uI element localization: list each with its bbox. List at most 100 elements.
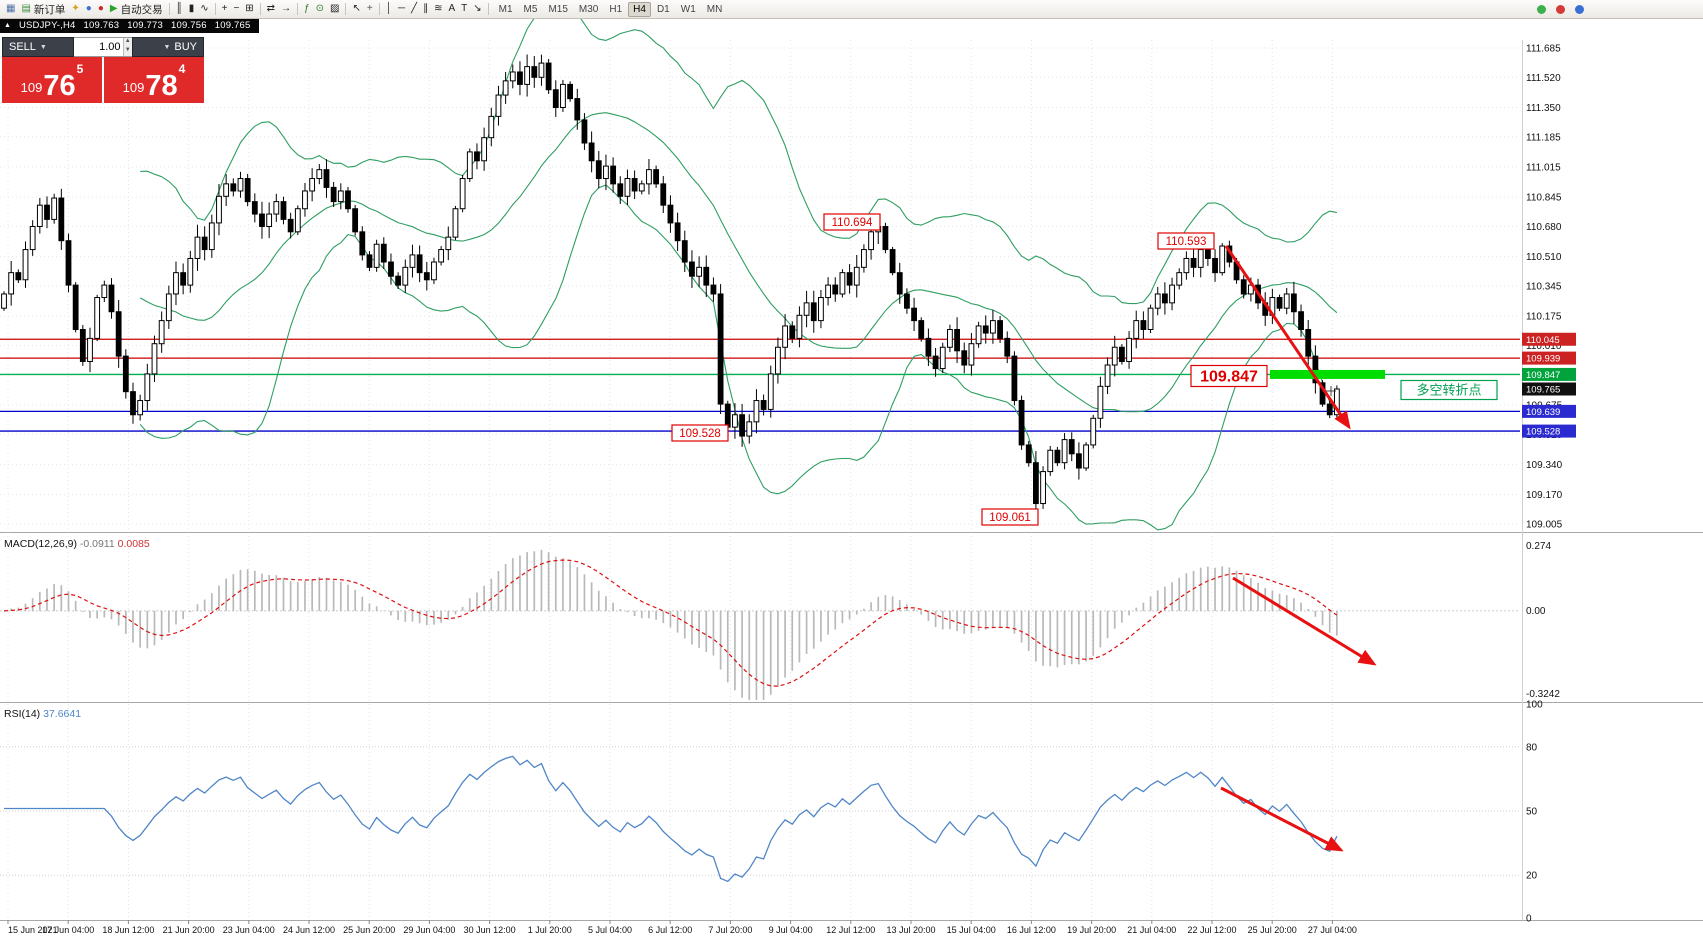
- toolbar-separator: [297, 3, 299, 15]
- annotation-109.061[interactable]: 109.061: [981, 508, 1039, 526]
- chart-grid: [0, 40, 1520, 920]
- crosshair-cursor: [1326, 386, 1336, 396]
- annotation-110.593[interactable]: 110.593: [1157, 232, 1215, 250]
- annotation-109.847[interactable]: 109.847: [1190, 364, 1268, 388]
- svg-text:MACD(12,26,9) -0.0911 0.0085: MACD(12,26,9) -0.0911 0.0085: [4, 538, 150, 550]
- svg-text:109.528: 109.528: [679, 428, 721, 440]
- auto-trading-button-glyph: ▶: [109, 3, 118, 14]
- svg-text:15 Jun 2021: 15 Jun 2021: [8, 925, 58, 935]
- auto-trading-button[interactable]: ▶ 自动交易: [107, 2, 166, 17]
- chart-shift-button[interactable]: →: [278, 2, 294, 17]
- trendline-button[interactable]: ╱: [408, 2, 420, 17]
- volume-field: ▲ ▼: [74, 37, 132, 57]
- auto-trading-button-label: 自动交易: [120, 3, 163, 16]
- price-scale[interactable]: 111.685 111.520 111.350 111.185 111.015 110.8…: [1526, 44, 1563, 531]
- svg-text:110.593: 110.593: [1166, 236, 1207, 248]
- data-record-button-glyph: ●: [97, 3, 104, 14]
- status-red-icon[interactable]: [1556, 4, 1565, 14]
- timeframe-m1-button[interactable]: M1: [498, 3, 513, 15]
- chart-annotations[interactable]: 110.694 110.593 109.847 109.528 109.061 多空转折点: [671, 213, 1498, 526]
- svg-text:25 Jul 20:00: 25 Jul 20:00: [1248, 925, 1297, 935]
- new-chart-button[interactable]: ▦: [3, 2, 18, 17]
- text-button[interactable]: A: [445, 2, 458, 17]
- svg-text:21 Jul 04:00: 21 Jul 04:00: [1127, 925, 1176, 935]
- svg-text:21 Jun 20:00: 21 Jun 20:00: [163, 925, 215, 935]
- buy-price-main: 109: [122, 80, 145, 95]
- horizontal-level-lines[interactable]: [0, 338, 1520, 432]
- support-zone-highlight[interactable]: [1270, 369, 1385, 379]
- quote-bar: ▲ USDJPY-,H4 109.763 109.773 109.756 109…: [0, 19, 259, 33]
- zoom-in-button[interactable]: +: [219, 2, 231, 17]
- line-chart-button[interactable]: ∿: [197, 2, 211, 17]
- templates-button[interactable]: ▨: [327, 2, 342, 17]
- market-watch-button[interactable]: ●: [83, 2, 95, 17]
- periods-button[interactable]: ⊙: [313, 2, 327, 17]
- volume-down-icon[interactable]: ▼: [123, 47, 132, 56]
- mql5-community-icon[interactable]: ✦: [68, 2, 82, 17]
- channel-button[interactable]: ∥: [420, 2, 431, 17]
- panel-separators: [0, 40, 1703, 921]
- svg-text:13 Jul 20:00: 13 Jul 20:00: [886, 925, 935, 935]
- svg-text:110.045: 110.045: [1526, 335, 1560, 346]
- channel-button-glyph: ∥: [423, 3, 429, 14]
- annotation-110.694[interactable]: 110.694: [823, 213, 881, 231]
- toolbar-separator: [168, 3, 170, 15]
- status-green-icon[interactable]: [1537, 4, 1546, 14]
- fibonacci-button[interactable]: ≋: [431, 2, 445, 17]
- svg-text:109.528: 109.528: [1526, 427, 1560, 438]
- timeframe-m15-button[interactable]: M15: [548, 3, 568, 15]
- timeframe-mn-button[interactable]: MN: [706, 3, 723, 15]
- new-order-button[interactable]: ▤ 新订单: [18, 2, 68, 17]
- candles: [1, 54, 1340, 516]
- svg-text:25 Jun 20:00: 25 Jun 20:00: [343, 925, 395, 935]
- data-record-button[interactable]: ●: [95, 2, 107, 17]
- quote-arrow-icon: ▲: [4, 22, 11, 29]
- status-blue-icon[interactable]: [1575, 4, 1584, 14]
- fibonacci-button-glyph: ≋: [434, 3, 443, 14]
- candlestick-chart-button[interactable]: ▮: [186, 2, 198, 17]
- svg-text:RSI(14) 37.6641: RSI(14) 37.6641: [4, 708, 81, 720]
- arrows-button[interactable]: ↘: [470, 2, 484, 17]
- crosshair-button-glyph: +: [366, 3, 373, 14]
- timeframe-d1-button[interactable]: D1: [656, 3, 670, 15]
- annotation-109.528[interactable]: 109.528: [671, 424, 729, 442]
- sell-price-button[interactable]: 109 76 5: [2, 57, 102, 103]
- svg-text:109.847: 109.847: [1526, 370, 1560, 381]
- svg-text:15 Jul 04:00: 15 Jul 04:00: [947, 925, 996, 935]
- annotation-多空转折点[interactable]: 多空转折点: [1400, 379, 1498, 401]
- timeframe-m5-button[interactable]: M5: [523, 3, 538, 15]
- timeframe-h1-button[interactable]: H1: [609, 3, 623, 15]
- timeframe-m30-button[interactable]: M30: [578, 3, 599, 15]
- volume-up-icon[interactable]: ▲: [123, 38, 132, 47]
- horizontal-line-button[interactable]: ─: [395, 2, 408, 17]
- buy-price-big: 78: [145, 70, 178, 103]
- svg-text:17 Jun 04:00: 17 Jun 04:00: [42, 925, 94, 935]
- svg-text:109.765: 109.765: [1526, 384, 1560, 395]
- vertical-line-button[interactable]: │: [383, 2, 395, 17]
- svg-text:111.185: 111.185: [1526, 132, 1561, 143]
- auto-scroll-button[interactable]: ⇄: [264, 2, 278, 17]
- label-button[interactable]: T: [458, 2, 470, 17]
- crosshair-button[interactable]: +: [364, 2, 376, 17]
- svg-text:0.274: 0.274: [1526, 541, 1551, 552]
- buy-button[interactable]: ▼ BUY: [132, 37, 204, 57]
- sell-button[interactable]: SELL ▼: [2, 37, 74, 57]
- svg-text:23 Jun 04:00: 23 Jun 04:00: [223, 925, 275, 935]
- svg-text:多空转折点: 多空转折点: [1416, 383, 1481, 398]
- trend-arrows[interactable]: [1220, 245, 1377, 852]
- rsi-panel: [4, 755, 1338, 883]
- timeframe-h4-button[interactable]: H4: [628, 1, 651, 17]
- cursor-button[interactable]: ↖: [349, 2, 363, 17]
- bar-chart-button[interactable]: ║: [173, 2, 186, 17]
- svg-text:110.010: 110.010: [1526, 341, 1562, 352]
- timeframe-w1-button[interactable]: W1: [680, 3, 696, 15]
- volume-input[interactable]: [74, 38, 123, 56]
- sell-price-big: 76: [43, 70, 76, 103]
- tile-windows-button[interactable]: ⊞: [242, 2, 256, 17]
- buy-price-button[interactable]: 109 78 4: [104, 57, 204, 103]
- svg-text:110.345: 110.345: [1526, 281, 1562, 292]
- zoom-out-button[interactable]: −: [230, 2, 242, 17]
- indicators-button[interactable]: ƒ: [301, 2, 313, 17]
